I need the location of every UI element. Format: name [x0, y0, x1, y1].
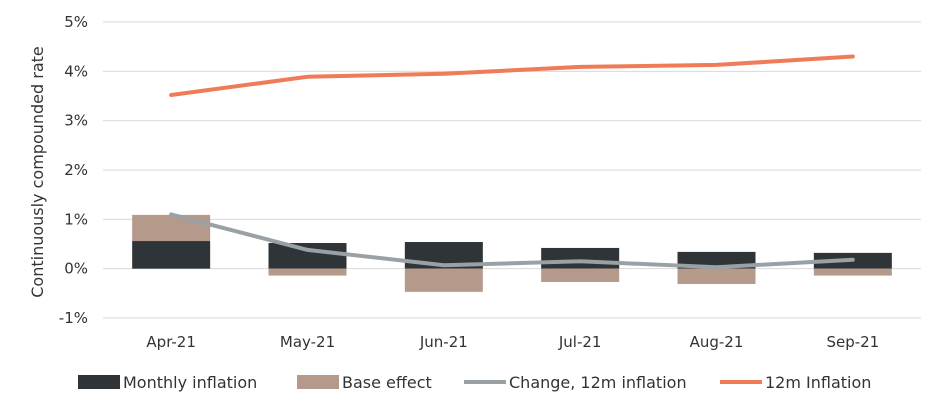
x-tick-label: Aug-21 [690, 333, 744, 351]
lines [169, 54, 855, 270]
legend-swatch [297, 375, 339, 389]
bar-monthly-inflation-apr-21 [132, 241, 211, 269]
y-tick-label: 5% [64, 13, 88, 31]
y-tick-label: 2% [64, 161, 88, 179]
x-axis-ticks: Apr-21 May-21 Jun-21 Jul-21 Aug-21 Sep-21 [146, 333, 879, 351]
legend: Monthly inflation Base effect Change, 12m … [78, 373, 871, 392]
bar-base-effect-may-21 [268, 268, 347, 276]
y-tick-label: -1% [59, 309, 88, 327]
y-tick-label: 0% [64, 260, 88, 278]
bars [132, 214, 892, 292]
y-axis-title: Continuously compounded rate [28, 46, 47, 298]
bar-base-effect-apr-21 [132, 214, 211, 242]
y-tick-label: 3% [64, 112, 88, 130]
y-tick-label: 1% [64, 210, 88, 228]
line-change-12m-inflation [169, 212, 855, 270]
gridlines [103, 21, 921, 319]
bar-base-effect-jul-21 [541, 268, 620, 282]
bar-monthly-inflation-jul-21 [541, 247, 620, 269]
legend-label: Change, 12m inflation [509, 373, 687, 392]
x-tick-label: May-21 [280, 333, 335, 351]
x-tick-label: Jul-21 [558, 333, 602, 351]
y-tick-label: 4% [64, 62, 88, 80]
y-axis-ticks: -1% 0% 1% 2% 3% 4% 5% [59, 13, 88, 327]
bar-base-effect-jun-21 [404, 268, 483, 292]
bar-monthly-inflation-may-21 [268, 243, 347, 269]
legend-label: 12m Inflation [765, 373, 871, 392]
x-tick-label: Sep-21 [826, 333, 879, 351]
bar-base-effect-aug-21 [677, 268, 756, 284]
legend-label: Monthly inflation [123, 373, 257, 392]
bar-base-effect-sep-21 [813, 268, 892, 276]
legend-swatch [78, 375, 120, 389]
legend-label: Base effect [342, 373, 432, 392]
x-tick-label: Jun-21 [419, 333, 468, 351]
x-tick-label: Apr-21 [146, 333, 196, 351]
line-12m-inflation [169, 54, 855, 98]
